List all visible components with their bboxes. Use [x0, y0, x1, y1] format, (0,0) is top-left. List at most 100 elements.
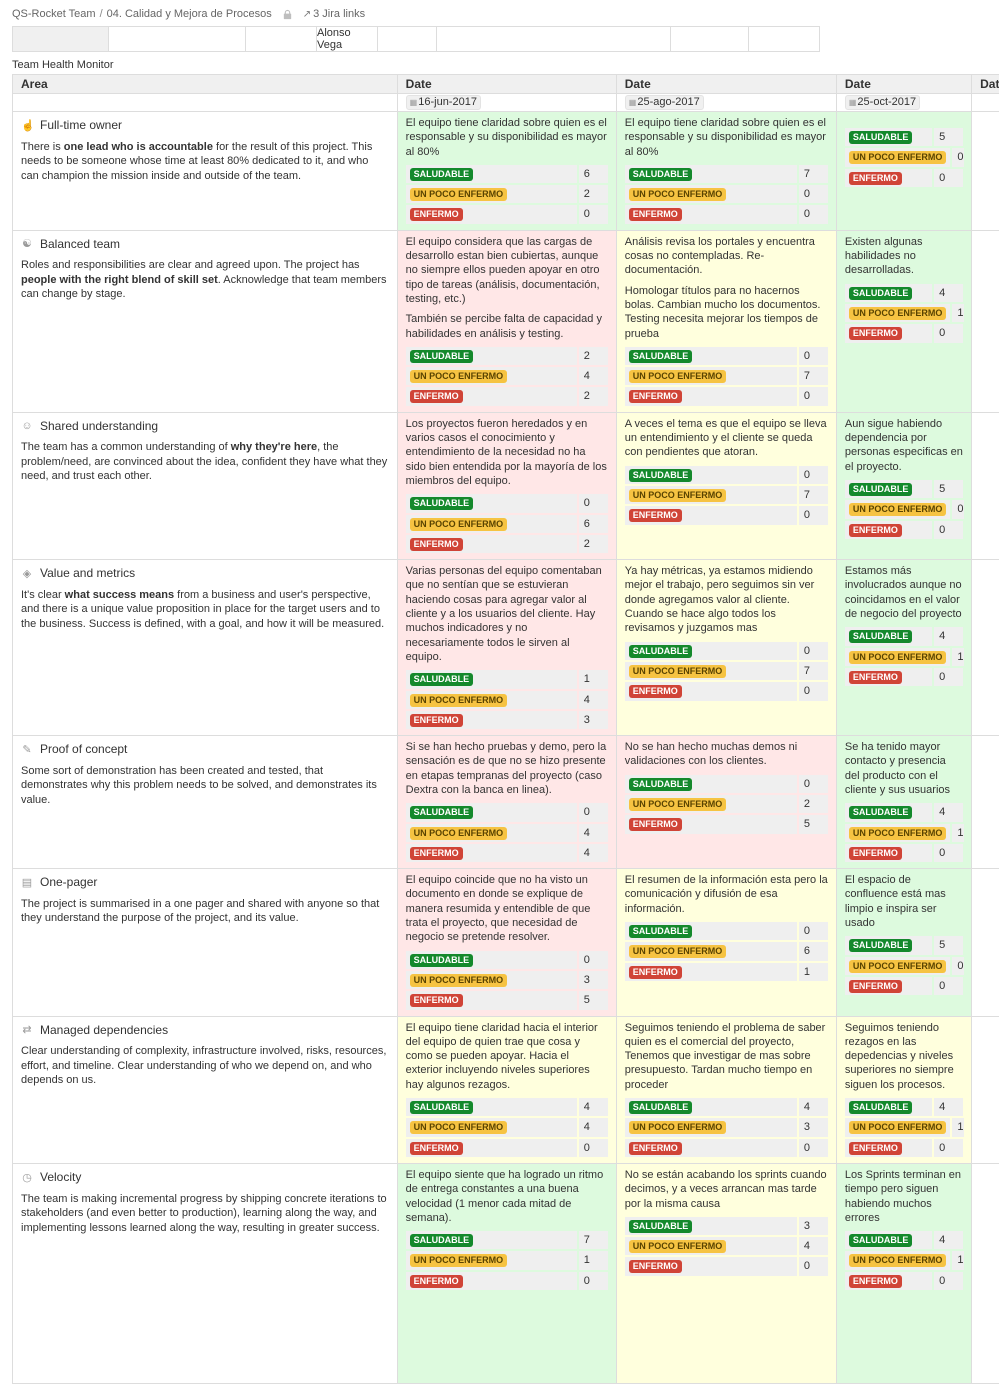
top-table-cell — [436, 26, 671, 52]
status-count: 4 — [934, 1231, 963, 1249]
status-lozenge-sick: ENFERMO — [410, 538, 463, 551]
top-table-cell — [670, 26, 749, 52]
area-title: ◈Value and metrics — [21, 566, 389, 582]
status-label-cell: ENFERMO — [625, 963, 797, 981]
status-label-cell: SALUDABLE — [406, 1098, 577, 1116]
status-label-cell: ENFERMO — [625, 387, 797, 405]
status-count: 4 — [934, 284, 963, 302]
date-value-cell: ▦25-oct-2017 — [836, 94, 971, 112]
breadcrumb-space-link[interactable]: QS-Rocket Team — [12, 8, 96, 20]
health-cell-note: El resumen de la información esta pero l… — [625, 873, 828, 916]
status-label-cell: ENFERMO — [406, 205, 577, 223]
status-label-cell: SALUDABLE — [406, 803, 577, 821]
area-description: Roles and responsibilities are clear and… — [21, 258, 389, 302]
top-table-cell — [748, 26, 820, 52]
status-lozenge-warn: UN POCO ENFERMO — [629, 798, 727, 811]
status-count: 0 — [934, 668, 963, 686]
status-label-cell: UN POCO ENFERMO — [625, 662, 797, 680]
jira-links-button[interactable]: ↗ 3 Jira links — [303, 8, 365, 20]
status-row: SALUDABLE 7 — [625, 165, 828, 183]
status-count: 0 — [799, 466, 828, 484]
status-count: 2 — [579, 185, 608, 203]
status-label-cell: UN POCO ENFERMO — [625, 185, 797, 203]
status-lozenge-warn: UN POCO ENFERMO — [849, 1121, 947, 1134]
velocity-icon: ◷ — [21, 1171, 33, 1185]
team-health-table: AreaDateDateDateDate▦16-jun-2017▦25-ago-… — [12, 74, 999, 1384]
status-label-cell: UN POCO ENFERMO — [845, 148, 951, 166]
status-label-cell: ENFERMO — [406, 991, 577, 1009]
status-label-cell: SALUDABLE — [845, 803, 932, 821]
date-lozenge: ▦25-oct-2017 — [845, 95, 920, 110]
health-cell: Ya hay métricas, ya estamos midiendo mej… — [616, 560, 836, 736]
health-cell-note: El espacio de confluence está mas limpio… — [845, 873, 963, 930]
status-lozenge-sick: ENFERMO — [410, 1275, 463, 1288]
status-count: 1 — [952, 304, 963, 322]
status-lozenge-healthy: SALUDABLE — [629, 350, 693, 363]
restrictions-icon[interactable] — [282, 9, 293, 20]
health-cell-note: Se ha tenido mayor contacto y presencia … — [845, 740, 963, 797]
status-lozenge-sick: ENFERMO — [629, 966, 682, 979]
status-lozenge-healthy: SALUDABLE — [629, 645, 693, 658]
status-lozenge-healthy: SALUDABLE — [410, 1101, 474, 1114]
status-lozenge-sick: ENFERMO — [410, 847, 463, 860]
date-value-cell: ▦25-ago-2017 — [616, 94, 836, 112]
status-lozenge-healthy: SALUDABLE — [849, 939, 913, 952]
status-count: 7 — [799, 165, 828, 183]
status-label-cell: UN POCO ENFERMO — [406, 515, 577, 533]
status-row: UN POCO ENFERMO 4 — [406, 691, 608, 709]
status-lozenge-warn: UN POCO ENFERMO — [849, 503, 947, 516]
calendar-icon: ▦ — [410, 98, 418, 107]
health-cell — [972, 869, 999, 1016]
status-label-cell: UN POCO ENFERMO — [845, 500, 951, 518]
status-lozenge-sick: ENFERMO — [849, 327, 902, 340]
status-count: 4 — [799, 1098, 828, 1116]
status-lozenge-sick: ENFERMO — [410, 208, 463, 221]
status-count: 4 — [934, 627, 963, 645]
status-label-cell: UN POCO ENFERMO — [845, 824, 951, 842]
status-count: 0 — [934, 324, 963, 342]
area-description: It's clear what success means from a bus… — [21, 588, 389, 632]
breadcrumb-page-link[interactable]: 04. Calidad y Mejora de Procesos — [107, 8, 272, 20]
area-title-label: Shared understanding — [40, 419, 158, 435]
status-count: 4 — [579, 691, 608, 709]
area-cell: ◈Value and metrics It's clear what succes… — [13, 560, 398, 736]
health-cell: Seguimos teniendo el problema de saber q… — [616, 1016, 836, 1163]
status-label-cell: UN POCO ENFERMO — [406, 367, 577, 385]
status-lozenge-warn: UN POCO ENFERMO — [410, 694, 508, 707]
status-lozenge-warn: UN POCO ENFERMO — [629, 1121, 727, 1134]
status-label-cell: ENFERMO — [845, 169, 932, 187]
status-lozenge-healthy: SALUDABLE — [629, 168, 693, 181]
proof-of-concept-icon: ✎ — [21, 743, 33, 757]
status-lozenge-sick: ENFERMO — [629, 1142, 682, 1155]
status-label-cell: ENFERMO — [406, 844, 577, 862]
status-label-cell: UN POCO ENFERMO — [406, 971, 577, 989]
status-count: 7 — [579, 1231, 608, 1249]
top-table-cell — [12, 26, 109, 52]
area-title: ☝Full-time owner — [21, 118, 389, 134]
status-lozenge-sick: ENFERMO — [410, 994, 463, 1007]
status-count: 0 — [799, 387, 828, 405]
